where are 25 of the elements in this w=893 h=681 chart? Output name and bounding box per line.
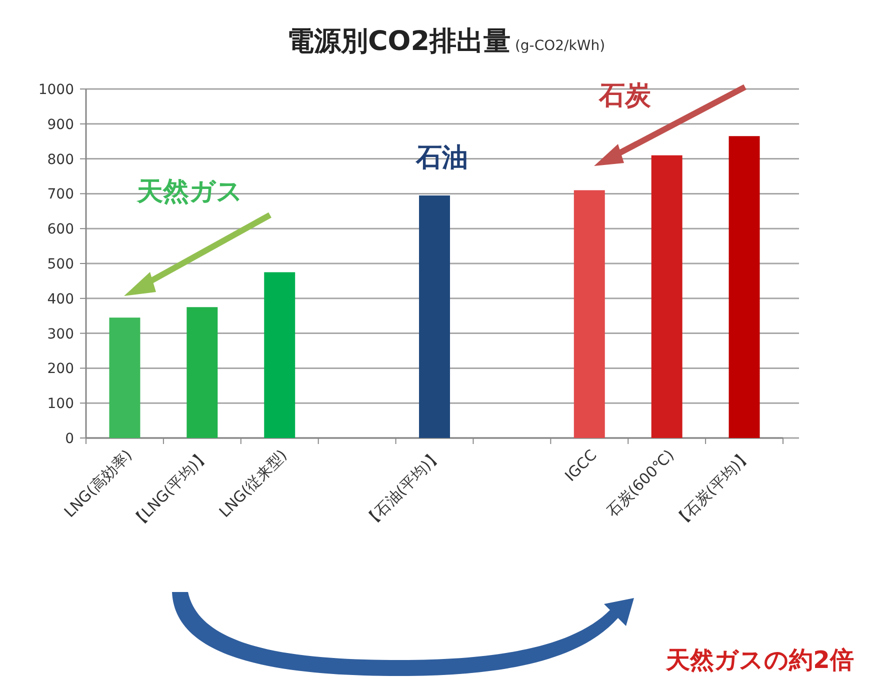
bar bbox=[264, 272, 296, 438]
bar bbox=[109, 318, 140, 438]
text: 天然ガスの約2倍 bbox=[665, 646, 854, 674]
y-tick-label: 0 bbox=[65, 431, 74, 447]
y-tick-label: 400 bbox=[47, 291, 74, 308]
chart-subtitle: (g-CO2/kWh) bbox=[510, 38, 606, 54]
bar bbox=[651, 155, 682, 438]
y-tick-label: 600 bbox=[47, 222, 74, 238]
y-tick-label: 200 bbox=[47, 361, 74, 378]
annotation: 石炭 bbox=[598, 81, 651, 111]
bar bbox=[419, 195, 450, 438]
y-tick-label: 100 bbox=[47, 396, 74, 412]
y-tick-label: 900 bbox=[47, 116, 74, 133]
y-tick-label: 1000 bbox=[38, 82, 74, 98]
y-tick-label: 300 bbox=[47, 326, 74, 342]
bar bbox=[186, 307, 218, 438]
chart-title: 電源別CO2排出量 bbox=[286, 26, 510, 57]
annotation: 石油 bbox=[415, 143, 468, 173]
annotation: 天然ガス bbox=[136, 177, 243, 207]
bar bbox=[574, 190, 605, 438]
x-tick-label: 【石油(平均)】 bbox=[360, 446, 446, 531]
y-tick-label: 700 bbox=[47, 186, 74, 203]
bar bbox=[728, 136, 760, 438]
y-tick-label: 500 bbox=[47, 256, 74, 272]
y-tick-label: 800 bbox=[47, 152, 74, 168]
